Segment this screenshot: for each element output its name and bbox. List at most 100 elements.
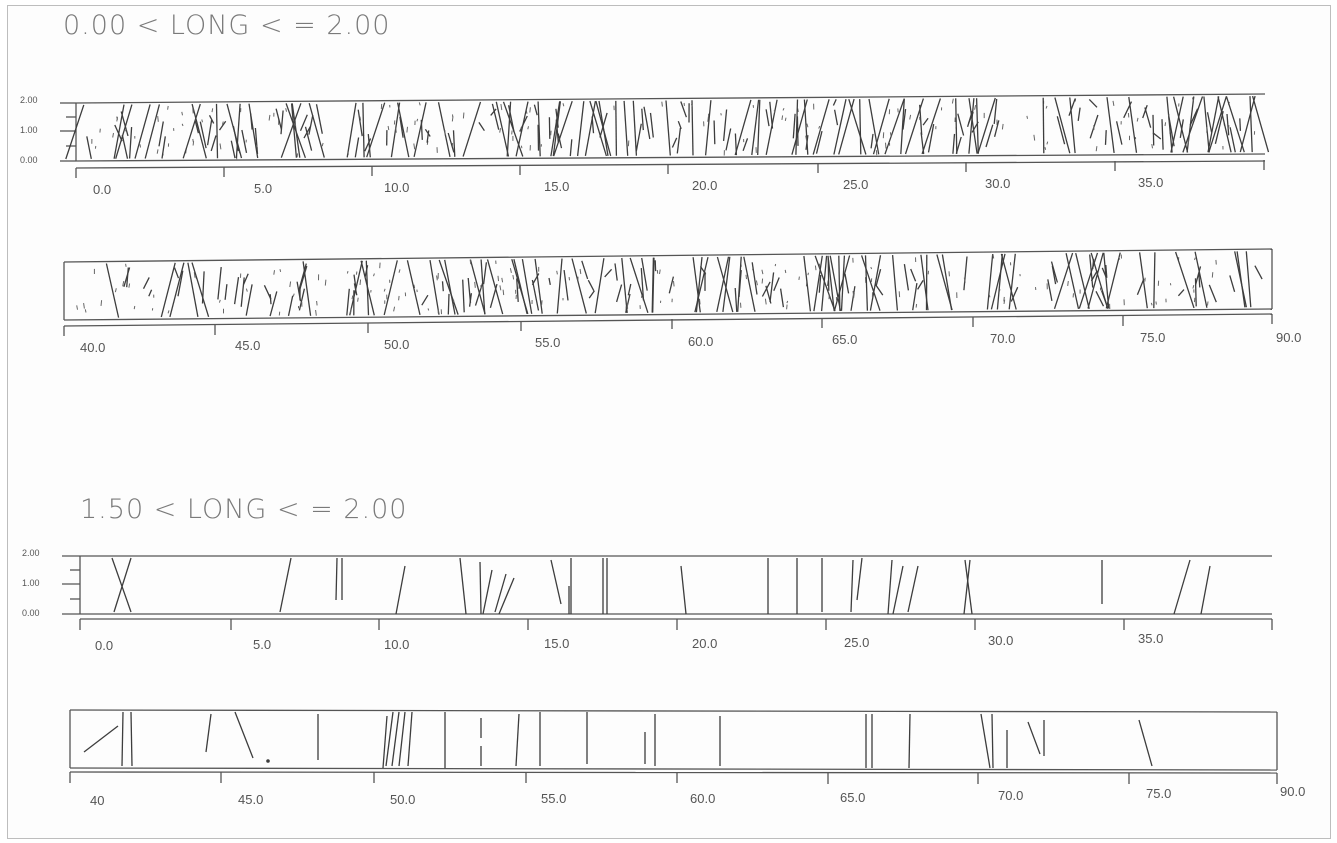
fracture-trace [990, 253, 1006, 310]
fracture-trace [910, 268, 917, 282]
fracture-trace [335, 557, 338, 601]
fracture-trace [803, 99, 809, 155]
fracture-trace [734, 287, 738, 312]
fracture-trace [354, 137, 360, 158]
fracture-trace [351, 295, 354, 300]
fracture-trace [359, 116, 362, 121]
fracture-trace [280, 110, 284, 135]
fracture-trace [784, 269, 787, 274]
fracture-trace [122, 281, 125, 287]
fracture-trace [957, 113, 965, 136]
fracture-trace [1155, 301, 1157, 305]
fracture-trace [158, 121, 164, 147]
fracture-trace [604, 268, 613, 278]
fracture-trace [993, 120, 1000, 137]
fracture-trace [615, 100, 618, 156]
fracture-traces [83, 711, 1153, 769]
fracture-trace [805, 135, 808, 141]
fracture-trace [796, 116, 799, 146]
x-axis [63, 313, 1273, 327]
tick-label: 10.0 [384, 637, 409, 652]
fracture-trace [114, 288, 117, 293]
fracture-trace [761, 269, 764, 275]
fracture-trace [1229, 275, 1236, 292]
fracture-trace [235, 103, 241, 159]
fracture-trace [210, 135, 217, 152]
fracture-trace [920, 254, 929, 311]
fracture-trace [111, 557, 132, 613]
fracture-trace [874, 283, 884, 296]
fracture-trace [584, 100, 597, 157]
fracture-trace [803, 255, 812, 312]
fracture-trace [1087, 252, 1104, 309]
fracture-trace [355, 271, 358, 275]
fracture-trace [872, 98, 890, 155]
fracture-trace [591, 116, 595, 134]
fracture-trace [840, 255, 846, 311]
fracture-trace [1152, 114, 1155, 146]
fracture-trace [424, 128, 431, 137]
fracture-trace [479, 561, 482, 615]
fracture-trace [498, 577, 515, 615]
fracture-trace [502, 101, 524, 157]
fracture-trace [296, 281, 302, 302]
fracture-trace [1010, 286, 1019, 302]
tick-label: 60.0 [688, 334, 713, 349]
fracture-trace [298, 265, 308, 293]
fracture-trace [641, 257, 648, 291]
fracture-trace [927, 123, 935, 153]
fracture-trace [908, 713, 911, 769]
fracture-trace [1067, 280, 1069, 286]
fracture-trace [1144, 107, 1152, 128]
fracture-trace [350, 308, 352, 314]
fracture-trace [623, 100, 629, 156]
fracture-trace [1174, 251, 1195, 309]
tick-label: 10.0 [384, 180, 409, 195]
fracture-trace [499, 128, 501, 133]
fracture-trace [65, 104, 85, 160]
fracture-trace [1153, 252, 1156, 309]
fracture-trace [1033, 134, 1036, 141]
fracture-trace [113, 557, 132, 613]
fracture-trace [157, 116, 159, 122]
fracture-trace [353, 274, 357, 287]
fracture-trace [562, 103, 565, 107]
fracture-trace [1207, 301, 1209, 306]
fracture-trace [221, 121, 224, 125]
fracture-trace [977, 97, 996, 154]
fracture-trace [692, 257, 701, 313]
fracture-trace [116, 116, 118, 122]
fracture-trace [720, 113, 722, 116]
tick-label: 55.0 [535, 335, 560, 350]
fracture-trace [743, 256, 756, 312]
fracture-trace [482, 569, 493, 615]
fracture-trace [383, 260, 398, 316]
fracture-trace [398, 269, 401, 273]
fracture-trace [1138, 252, 1148, 309]
fracture-trace [963, 277, 966, 283]
fracture-trace [181, 123, 184, 127]
fracture-trace [553, 100, 573, 157]
fracture-trace [1168, 116, 1175, 147]
fracture-trace [986, 253, 994, 310]
fracture-trace [167, 310, 170, 314]
fracture-trace [316, 300, 318, 306]
fracture-trace [625, 293, 631, 313]
fracture-trace [1166, 96, 1173, 153]
fracture-trace [142, 277, 150, 289]
fracture-trace [512, 275, 515, 280]
fracture-trace [113, 104, 125, 159]
fracture-trace [169, 262, 185, 318]
fracture-trace [852, 290, 855, 296]
fracture-trace [1208, 284, 1217, 303]
fracture-trace [818, 275, 822, 293]
fracture-trace [992, 254, 995, 259]
tick-label: 55.0 [541, 791, 566, 806]
fracture-trace [285, 108, 287, 112]
fracture-trace [240, 277, 245, 307]
fracture-trace [398, 295, 400, 301]
tick-label: 25.0 [843, 177, 868, 192]
fracture-trace [509, 268, 512, 274]
tick-label: 0.0 [93, 182, 111, 197]
fracture-trace [716, 256, 730, 313]
